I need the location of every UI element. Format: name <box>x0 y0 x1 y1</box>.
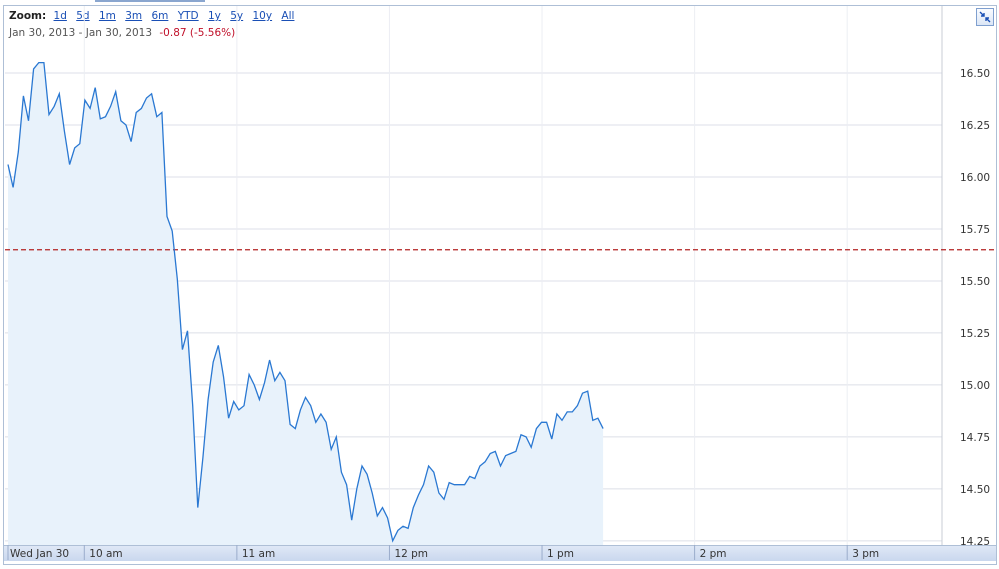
zoom-1y[interactable]: 1y <box>208 10 221 22</box>
y-tick-label: 14.25 <box>960 536 990 548</box>
y-tick-label: 15.50 <box>960 276 990 288</box>
x-tick-label: 11 am <box>242 548 275 560</box>
x-tick-label: 10 am <box>89 548 122 560</box>
zoom-3m[interactable]: 3m <box>125 10 143 22</box>
collapse-arrows-icon <box>979 11 991 23</box>
zoom-all[interactable]: All <box>281 10 295 22</box>
y-tick-label: 14.50 <box>960 484 990 496</box>
date-range: Jan 30, 2013 - Jan 30, 2013 -0.87 (-5.56… <box>9 27 235 39</box>
y-tick-label: 16.25 <box>960 120 990 132</box>
zoom-1d[interactable]: 1d <box>53 10 67 22</box>
y-tick-label: 15.25 <box>960 328 990 340</box>
y-tick-label: 16.00 <box>960 172 990 184</box>
zoom-10y[interactable]: 10y <box>252 10 273 22</box>
price-area-fill <box>8 62 604 545</box>
zoom-bar: Zoom: 1d 5d 1m 3m 6m YTD 1y 5y 10y All <box>9 10 300 22</box>
range-start: Jan 30, 2013 <box>9 27 76 39</box>
expand-button[interactable] <box>976 8 994 26</box>
x-tick-label: 1 pm <box>547 548 574 560</box>
tab-strip <box>95 0 205 2</box>
y-tick-label: 15.75 <box>960 224 990 236</box>
x-axis-band <box>4 545 996 561</box>
range-separator: - <box>78 27 83 39</box>
zoom-label: Zoom: <box>9 10 47 22</box>
x-tick-label: Wed Jan 30 <box>10 548 69 560</box>
zoom-5d[interactable]: 5d <box>76 10 90 22</box>
x-tick-label: 3 pm <box>852 548 879 560</box>
x-tick-label: 2 pm <box>700 548 727 560</box>
x-tick-label: 12 pm <box>394 548 428 560</box>
y-tick-label: 16.50 <box>960 68 990 80</box>
y-tick-label: 14.75 <box>960 432 990 444</box>
y-tick-label: 15.00 <box>960 380 990 392</box>
zoom-1m[interactable]: 1m <box>98 10 116 22</box>
range-end: Jan 30, 2013 <box>85 27 153 39</box>
zoom-ytd[interactable]: YTD <box>177 10 199 22</box>
zoom-6m[interactable]: 6m <box>151 10 169 22</box>
price-line <box>7 61 604 543</box>
price-change: -0.87 (-5.56%) <box>159 27 236 39</box>
